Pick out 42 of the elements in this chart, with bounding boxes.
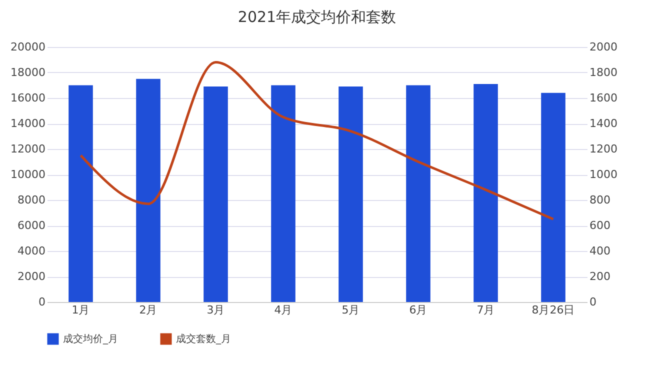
y2-tick-label: 1800: [590, 66, 618, 79]
y2-tick-label: 800: [590, 194, 610, 206]
x-tick-label: 4月: [274, 304, 292, 316]
chart-title: 2021年成交均价和套数: [238, 8, 396, 26]
bar: [338, 86, 363, 302]
x-tick-label: 8月26日: [532, 304, 575, 316]
bar: [271, 85, 296, 302]
bar: [68, 85, 93, 302]
legend-label: 成交套数_月: [176, 333, 231, 345]
y2-tick-label: 600: [590, 219, 610, 232]
y-tick-label: 8000: [18, 194, 46, 206]
y2-tick-label: 200: [590, 270, 610, 283]
y2-tick-label: 1600: [590, 92, 618, 104]
y-tick-label: 12000: [10, 142, 46, 156]
x-tick-label: 2月: [139, 304, 158, 316]
line-series: [80, 61, 554, 220]
y2-tick-label: 1200: [590, 142, 618, 156]
bar: [406, 85, 430, 302]
y2-tick-label: 2000: [590, 40, 618, 54]
y2-tick-label: 400: [590, 244, 610, 258]
y-tick-label: 20000: [10, 40, 46, 54]
y-tick-label: 14000: [10, 117, 46, 130]
x-tick-label: 5月: [342, 304, 360, 316]
x-tick-label: 7月: [476, 304, 495, 316]
bar: [204, 86, 228, 302]
bar: [474, 84, 498, 302]
y-tick-label: 0: [38, 296, 46, 308]
y-tick-label: 16000: [10, 92, 46, 104]
y-tick-label: 18000: [10, 66, 46, 79]
y2-tick-label: 1000: [590, 168, 618, 181]
y2-tick-label: 1400: [590, 117, 618, 130]
x-tick-label: 6月: [409, 304, 428, 316]
bar: [541, 92, 566, 302]
bar: [136, 78, 160, 302]
legend-label: 成交均价_月: [63, 333, 118, 345]
y-tick-label: 2000: [18, 270, 46, 283]
y-tick-label: 4000: [18, 244, 46, 258]
y-tick-label: 6000: [18, 219, 46, 232]
x-tick-label: 1月: [72, 304, 90, 316]
x-tick-label: 3月: [206, 304, 225, 316]
y2-tick-label: 0: [590, 296, 596, 308]
y-tick-label: 10000: [10, 168, 46, 181]
